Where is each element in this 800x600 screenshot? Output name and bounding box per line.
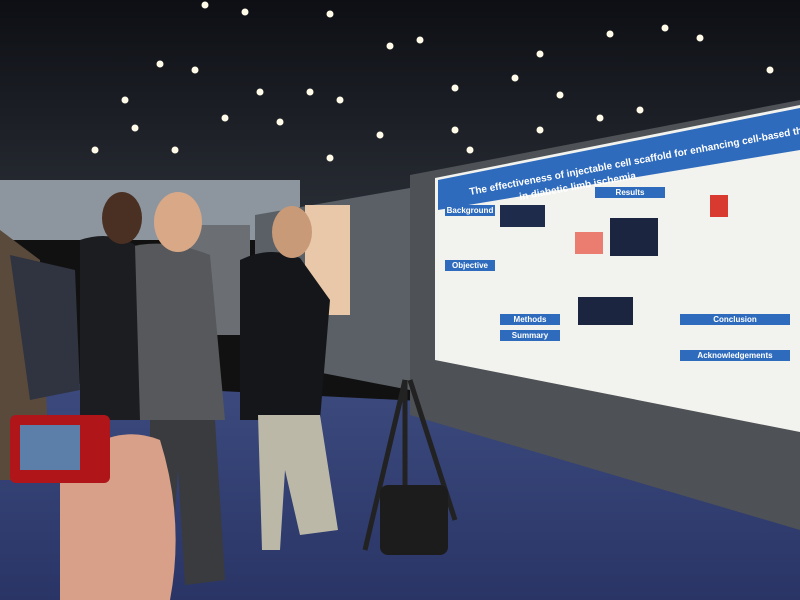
poster-sections: Results Background Objective Methods Summary… [445, 187, 790, 361]
ceiling-light [336, 96, 344, 104]
ceiling-light [451, 84, 459, 92]
ceiling-light [276, 118, 284, 126]
ceiling-light [536, 50, 544, 58]
section-header [595, 187, 665, 198]
ceiling-light [636, 106, 644, 114]
ceiling-light [121, 96, 129, 104]
section-title: Objective [452, 261, 489, 270]
presenter-head [272, 206, 312, 258]
ceiling-light [596, 114, 604, 122]
ceiling-light [221, 114, 229, 122]
section-title: Acknowledgements [697, 351, 773, 360]
ceiling-light [326, 10, 334, 18]
poster-figure [610, 218, 658, 256]
person-head [102, 192, 142, 244]
presenter-trousers [258, 415, 338, 550]
ceiling-light [256, 88, 264, 96]
ceiling-light [201, 1, 209, 9]
bag [380, 485, 448, 555]
poster-chart [710, 195, 728, 217]
man-suit [120, 243, 225, 420]
ceiling-light [326, 154, 334, 162]
ceiling-light [376, 131, 384, 139]
poster-figure [500, 205, 545, 227]
ceiling-light [661, 24, 669, 32]
ceiling-light [766, 66, 774, 74]
section-title: Summary [512, 331, 549, 340]
ceiling-light [191, 66, 199, 74]
ceiling-light [536, 126, 544, 134]
ceiling-light [241, 8, 249, 16]
ceiling-light [131, 124, 139, 132]
ceiling-light [606, 30, 614, 38]
ceiling-light [386, 42, 394, 50]
section-header [445, 205, 495, 216]
section-header [680, 350, 790, 361]
section-title: Conclusion [713, 315, 757, 324]
ceiling-light [511, 74, 519, 82]
ceiling-light [696, 34, 704, 42]
ceiling-light [451, 126, 459, 134]
poster-header [438, 108, 800, 210]
ceiling-lights [91, 1, 774, 162]
poster-figure [578, 297, 633, 325]
poster-chart [575, 232, 603, 254]
ceiling-light [171, 146, 179, 154]
ceiling-light [91, 146, 99, 154]
ceiling-light [306, 88, 314, 96]
section-header [445, 260, 495, 271]
section-title: Background [447, 206, 494, 215]
section-header [500, 330, 560, 341]
section-title: Methods [514, 315, 547, 324]
person [10, 255, 80, 400]
man-head [154, 192, 202, 252]
section-header [500, 314, 560, 325]
ceiling-light [156, 60, 164, 68]
camera-screen [20, 425, 80, 470]
section-title: Results [616, 188, 645, 197]
ceiling-light [466, 146, 474, 154]
section-header [680, 314, 790, 325]
ceiling-light [416, 36, 424, 44]
presenter-jacket [240, 251, 330, 420]
ceiling-light [556, 91, 564, 99]
person [80, 236, 140, 420]
people [0, 192, 338, 600]
